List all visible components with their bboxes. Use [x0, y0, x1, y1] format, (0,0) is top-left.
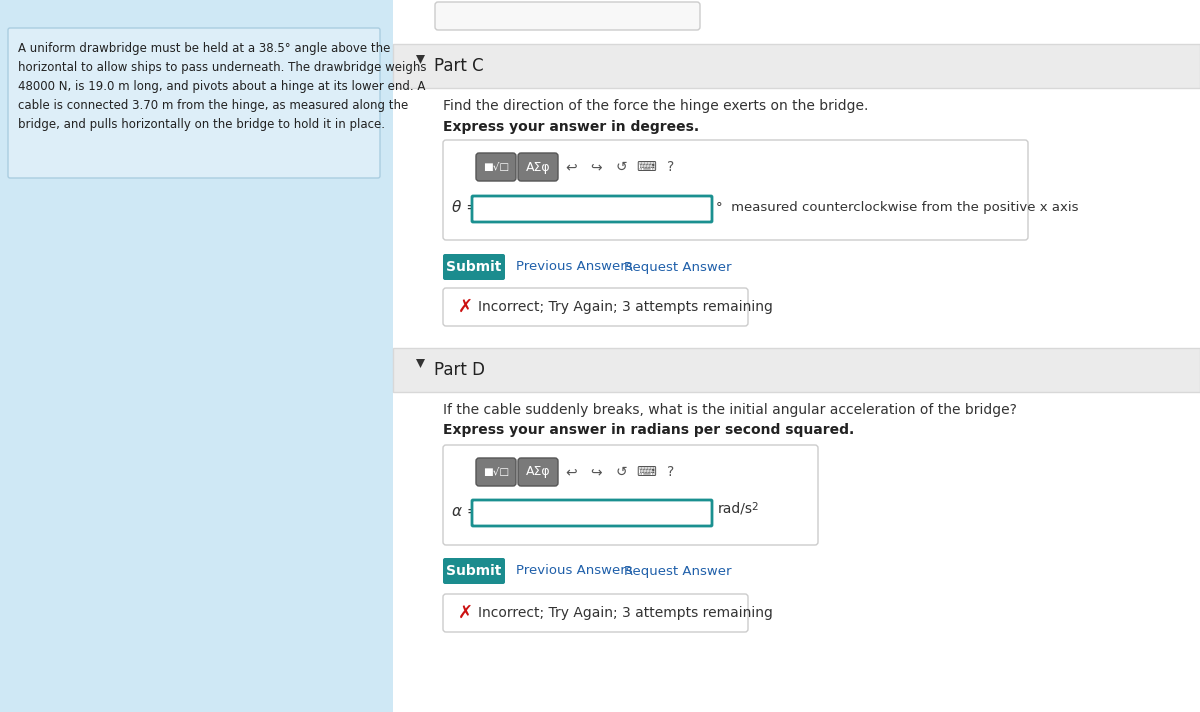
- Text: Previous Answers: Previous Answers: [516, 565, 632, 577]
- Text: ΑΣφ: ΑΣφ: [526, 160, 551, 174]
- Text: ↩: ↩: [565, 160, 577, 174]
- Text: 48000 N, is 19.0 m long, and pivots about a hinge at its lower end. A: 48000 N, is 19.0 m long, and pivots abou…: [18, 80, 425, 93]
- Text: Submit: Submit: [446, 564, 502, 578]
- FancyBboxPatch shape: [518, 458, 558, 486]
- Text: ⌨: ⌨: [636, 465, 656, 479]
- FancyBboxPatch shape: [8, 28, 380, 178]
- FancyBboxPatch shape: [443, 288, 748, 326]
- FancyBboxPatch shape: [472, 196, 712, 222]
- Text: Request Answer: Request Answer: [624, 565, 732, 577]
- Text: ■√□: ■√□: [482, 162, 509, 172]
- Text: ↺: ↺: [616, 465, 626, 479]
- FancyBboxPatch shape: [443, 445, 818, 545]
- Text: rad/s: rad/s: [718, 501, 754, 515]
- FancyBboxPatch shape: [476, 458, 516, 486]
- Polygon shape: [416, 359, 425, 368]
- Text: ✗: ✗: [458, 298, 473, 316]
- FancyBboxPatch shape: [443, 254, 505, 280]
- Bar: [394, 44, 1200, 88]
- Text: ■√□: ■√□: [482, 467, 509, 477]
- FancyBboxPatch shape: [476, 153, 516, 181]
- Text: horizontal to allow ships to pass underneath. The drawbridge weighs: horizontal to allow ships to pass undern…: [18, 61, 426, 74]
- Bar: [394, 348, 1200, 392]
- Text: Part C: Part C: [434, 57, 484, 75]
- Text: cable is connected 3.70 m from the hinge, as measured along the: cable is connected 3.70 m from the hinge…: [18, 99, 408, 112]
- Text: Incorrect; Try Again; 3 attempts remaining: Incorrect; Try Again; 3 attempts remaini…: [478, 300, 773, 314]
- Text: α =: α =: [452, 505, 480, 520]
- FancyBboxPatch shape: [472, 500, 712, 526]
- Text: Express your answer in degrees.: Express your answer in degrees.: [443, 120, 700, 134]
- Bar: [0, 0, 394, 712]
- Text: ?: ?: [667, 160, 674, 174]
- Text: Previous Answers: Previous Answers: [516, 261, 632, 273]
- Text: A uniform drawbridge must be held at a 38.5° angle above the: A uniform drawbridge must be held at a 3…: [18, 42, 390, 55]
- Text: ⌨: ⌨: [636, 160, 656, 174]
- Text: Incorrect; Try Again; 3 attempts remaining: Incorrect; Try Again; 3 attempts remaini…: [478, 606, 773, 620]
- FancyBboxPatch shape: [518, 153, 558, 181]
- Text: Part D: Part D: [434, 361, 485, 379]
- FancyBboxPatch shape: [443, 594, 748, 632]
- FancyBboxPatch shape: [436, 2, 700, 30]
- Text: 2: 2: [751, 502, 757, 512]
- Text: °  measured counterclockwise from the positive x axis: ° measured counterclockwise from the pos…: [716, 201, 1079, 214]
- Text: Submit: Submit: [446, 260, 502, 274]
- Text: ?: ?: [667, 465, 674, 479]
- Text: θ =: θ =: [452, 199, 479, 214]
- Text: ↩: ↩: [565, 465, 577, 479]
- Text: ΑΣφ: ΑΣφ: [526, 466, 551, 478]
- Text: bridge, and pulls horizontally on the bridge to hold it in place.: bridge, and pulls horizontally on the br…: [18, 118, 385, 131]
- FancyBboxPatch shape: [443, 140, 1028, 240]
- Text: If the cable suddenly breaks, what is the initial angular acceleration of the br: If the cable suddenly breaks, what is th…: [443, 403, 1016, 417]
- FancyBboxPatch shape: [443, 558, 505, 584]
- Text: ↪: ↪: [590, 160, 602, 174]
- Text: ↺: ↺: [616, 160, 626, 174]
- Text: Express your answer in radians per second squared.: Express your answer in radians per secon…: [443, 423, 854, 437]
- Bar: [394, 0, 1200, 712]
- Text: Request Answer: Request Answer: [624, 261, 732, 273]
- Polygon shape: [416, 55, 425, 64]
- Text: ↪: ↪: [590, 465, 602, 479]
- Text: ✗: ✗: [458, 604, 473, 622]
- Text: Find the direction of the force the hinge exerts on the bridge.: Find the direction of the force the hing…: [443, 99, 869, 113]
